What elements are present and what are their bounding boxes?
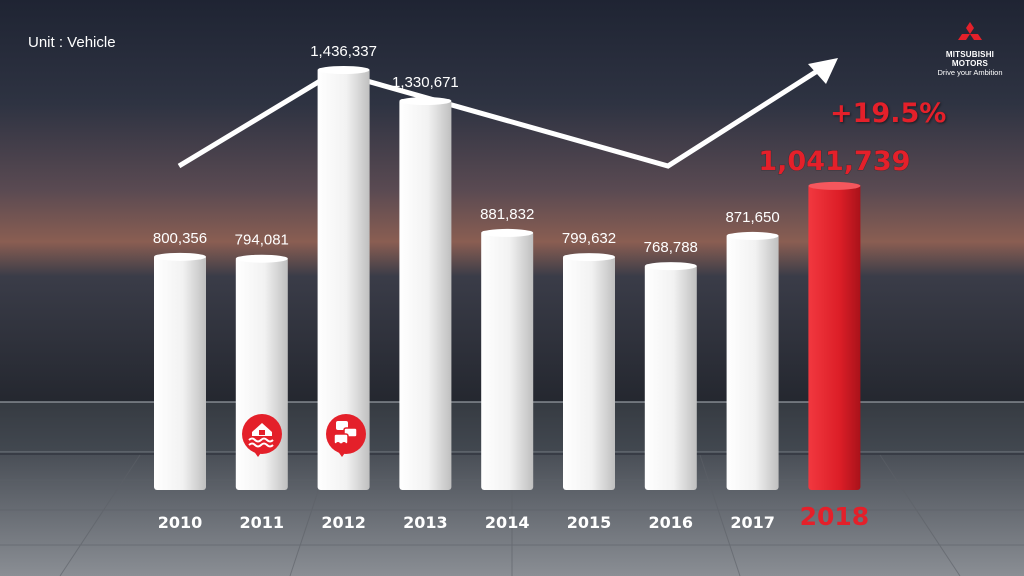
mitsubishi-logo: MITSUBISHI MOTORS Drive your Ambition: [930, 22, 1010, 78]
category-labels: 2010 2011 2012 2013 2014 2015 2016 2017 2018: [158, 502, 869, 532]
value-label-2014: 881,832: [480, 206, 534, 223]
bar-2015: [563, 255, 615, 490]
value-label-2017: 871,650: [725, 209, 779, 226]
category-label-2014: 2014: [485, 513, 530, 532]
bar-top-2014: [481, 228, 534, 237]
bar-top-2010: [154, 252, 206, 261]
bar-2017: [726, 233, 779, 491]
bar-2016: [644, 264, 697, 490]
value-labels: 800,356 794,081 1,436,337 1,330,671 881,832 7…: [153, 43, 911, 256]
bars: [154, 66, 861, 491]
category-label-2015: 2015: [567, 513, 612, 532]
category-label-2012: 2012: [321, 513, 366, 532]
bar-2013: [399, 99, 452, 490]
brand-tagline: Drive your Ambition: [937, 68, 1003, 77]
bar-top-2015: [563, 253, 615, 262]
value-label-2015: 799,632: [562, 230, 616, 247]
bar-top-2013: [399, 97, 452, 106]
trend-arrow-head: [808, 58, 838, 84]
bar-top-2016: [644, 262, 697, 271]
bar-2010: [154, 254, 206, 490]
bar-top-2017: [726, 231, 779, 240]
bar-top-2012: [317, 66, 370, 74]
category-label-2017: 2017: [730, 513, 775, 532]
bar-2014: [481, 230, 534, 490]
flood-icon: [242, 414, 282, 457]
growth-label: +19.5%: [830, 98, 947, 129]
bar-top-2018: [808, 181, 861, 190]
value-label-2011: 794,081: [235, 232, 289, 249]
value-label-2018: 1,041,739: [758, 146, 910, 177]
trend-arrow-icon: [177, 65, 824, 169]
value-label-2013: 1,330,671: [392, 74, 459, 91]
unit-label: Unit : Vehicle: [28, 34, 116, 51]
category-label-2018: 2018: [800, 502, 870, 531]
car-traffic-icon: [326, 414, 366, 457]
bar-2012: [317, 68, 370, 490]
category-label-2013: 2013: [403, 513, 448, 532]
category-label-2016: 2016: [649, 513, 694, 532]
bar-2011: [235, 256, 288, 490]
category-label-2010: 2010: [158, 513, 203, 532]
value-label-2010: 800,356: [153, 230, 207, 247]
bar-top-2011: [235, 254, 288, 263]
value-label-2016: 768,788: [644, 239, 698, 256]
value-label-2012: 1,436,337: [310, 43, 377, 60]
category-label-2011: 2011: [240, 513, 285, 532]
bar-2018: [808, 183, 861, 491]
brand-name-line2: MOTORS: [951, 59, 989, 68]
three-diamond-logo-icon: [958, 22, 982, 40]
brand-name-line1: MITSUBISHI: [945, 50, 995, 59]
